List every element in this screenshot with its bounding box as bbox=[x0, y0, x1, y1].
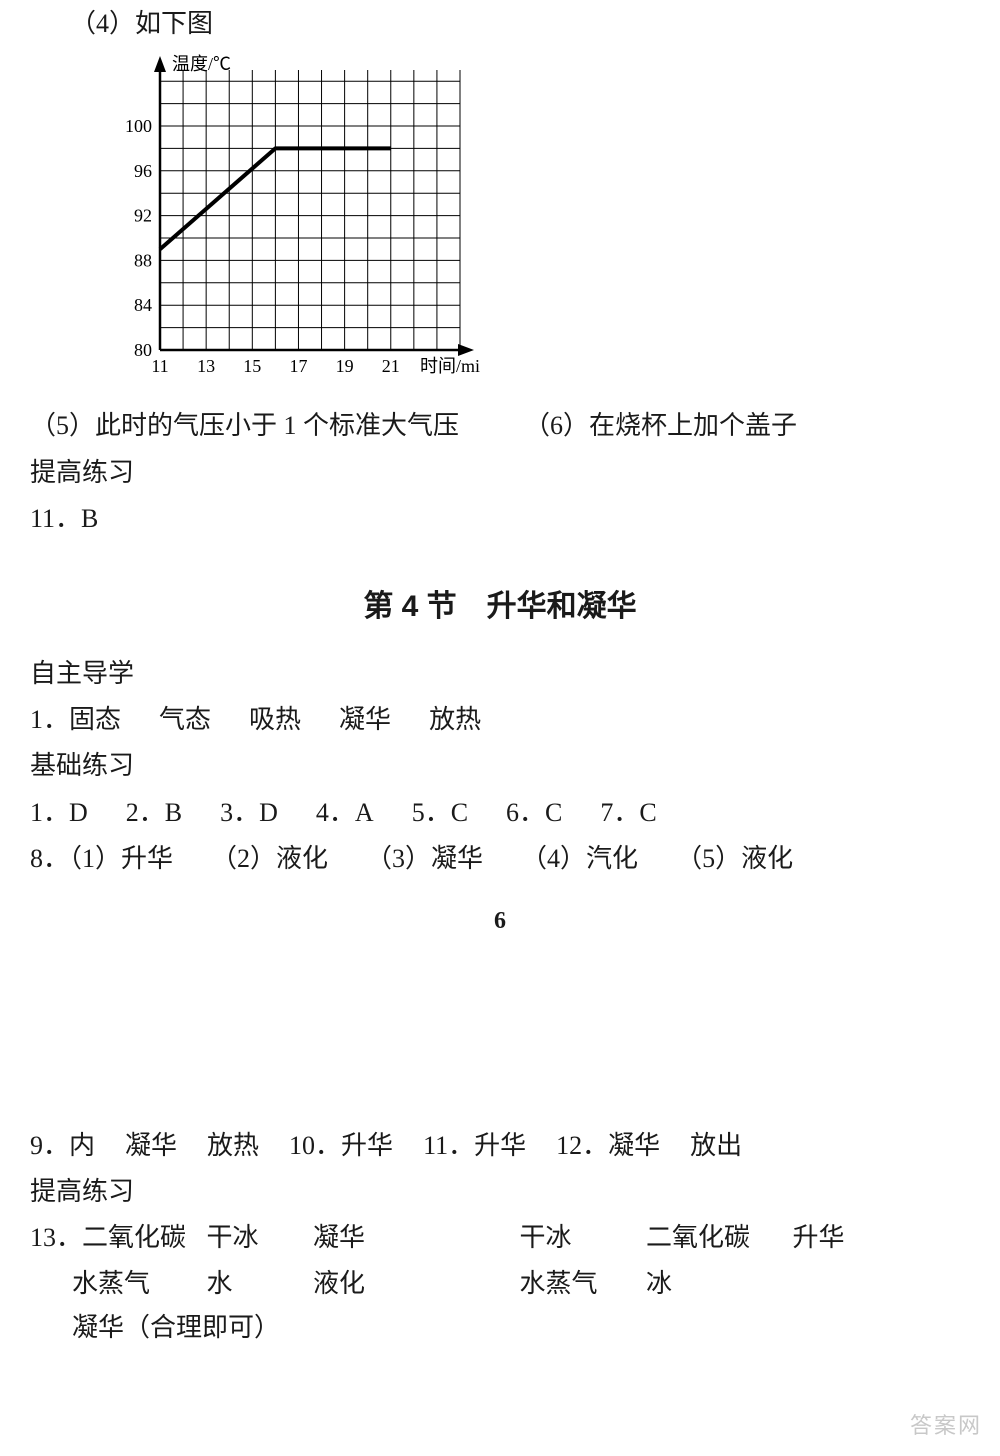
page: （4）如下图 11 13 15 17 19 21 80 84 88 92 96 100 温度/℃ 时间/m… bbox=[0, 2, 1000, 1456]
q9-12: 9．内凝华放热 10．升华 11．升华 12．凝华放出 bbox=[30, 1124, 970, 1168]
basic-row1: 1．D 2．B 3．D 4．A 5．C 6．C 7．C bbox=[30, 791, 970, 835]
svg-text:96: 96 bbox=[134, 161, 152, 181]
q13-row2: 水蒸气 水 液化 水蒸气 冰 凝华（合理即可） bbox=[30, 1262, 970, 1350]
svg-text:17: 17 bbox=[289, 356, 307, 376]
svg-text:19: 19 bbox=[336, 356, 354, 376]
section4-title: 第 4 节 升华和凝华 bbox=[30, 581, 970, 632]
svg-text:88: 88 bbox=[134, 251, 152, 271]
svg-text:11: 11 bbox=[151, 356, 168, 376]
q11: 11．B bbox=[30, 497, 970, 541]
self-study-label: 自主导学 bbox=[30, 652, 970, 696]
q13-row1: 13．二氧化碳 干冰 凝华 干冰 二氧化碳 升华 bbox=[30, 1216, 970, 1260]
text-item: 5．C bbox=[412, 791, 468, 835]
text-item: 吸热 bbox=[249, 698, 301, 742]
q5-q6-line: （5）此时的气压小于 1 个标准大气压 （6）在烧杯上加个盖子 bbox=[30, 404, 970, 448]
svg-text:15: 15 bbox=[243, 356, 261, 376]
text-item: 6．C bbox=[506, 791, 562, 835]
text-item: 1．固态 bbox=[30, 698, 121, 742]
text-item: 2．B bbox=[126, 791, 182, 835]
text-item: （2）液化 bbox=[211, 837, 328, 881]
svg-text:84: 84 bbox=[134, 295, 152, 315]
advanced-label-bottom: 提高练习 bbox=[30, 1170, 970, 1214]
text-item: 9．内 bbox=[30, 1124, 95, 1168]
self-study-q1: 1．固态气态吸热凝华放热 bbox=[30, 698, 970, 742]
svg-text:92: 92 bbox=[134, 206, 152, 226]
text-item: 11．升华 bbox=[423, 1124, 526, 1168]
basic-label: 基础练习 bbox=[30, 744, 970, 788]
text-item: 8．（1）升华 bbox=[30, 837, 173, 881]
svg-text:13: 13 bbox=[197, 356, 215, 376]
advanced-label-top: 提高练习 bbox=[30, 451, 970, 495]
watermark: 答案网 bbox=[910, 1407, 982, 1444]
text-item: 气态 bbox=[159, 698, 211, 742]
q4-label: （4）如下图 bbox=[30, 2, 970, 46]
text-item: （4）汽化 bbox=[521, 837, 638, 881]
page-number: 6 bbox=[30, 901, 970, 942]
text-item: （5）液化 bbox=[676, 837, 793, 881]
svg-text:21: 21 bbox=[382, 356, 400, 376]
text-item: 12．凝华 bbox=[556, 1124, 660, 1168]
svg-text:80: 80 bbox=[134, 340, 152, 360]
text-item: （3）凝华 bbox=[366, 837, 483, 881]
text-item: 放热 bbox=[429, 698, 481, 742]
svg-text:100: 100 bbox=[125, 116, 152, 136]
text-item: 3．D bbox=[220, 791, 278, 835]
temperature-chart: 11 13 15 17 19 21 80 84 88 92 96 100 温度/℃ 时间/min bbox=[100, 50, 970, 394]
text-item: 7．C bbox=[600, 791, 656, 835]
chart-svg: 11 13 15 17 19 21 80 84 88 92 96 100 温度/℃ 时间/min bbox=[100, 50, 480, 380]
svg-text:时间/min: 时间/min bbox=[420, 356, 480, 376]
text-item: 放热 bbox=[207, 1124, 259, 1168]
svg-text:温度/℃: 温度/℃ bbox=[172, 54, 231, 74]
text-item: 放出 bbox=[690, 1124, 742, 1168]
text-item: 4．A bbox=[316, 791, 374, 835]
text-item: 凝华 bbox=[125, 1124, 177, 1168]
q8: 8．（1）升华 （2）液化 （3）凝华 （4）汽化 （5）液化 bbox=[30, 837, 970, 881]
text-item: 凝华 bbox=[339, 698, 391, 742]
text-item: 1．D bbox=[30, 791, 88, 835]
text-item: 10．升华 bbox=[289, 1124, 393, 1168]
q6-text: （6）在烧杯上加个盖子 bbox=[524, 411, 797, 440]
q5-text: （5）此时的气压小于 1 个标准大气压 bbox=[30, 411, 459, 440]
